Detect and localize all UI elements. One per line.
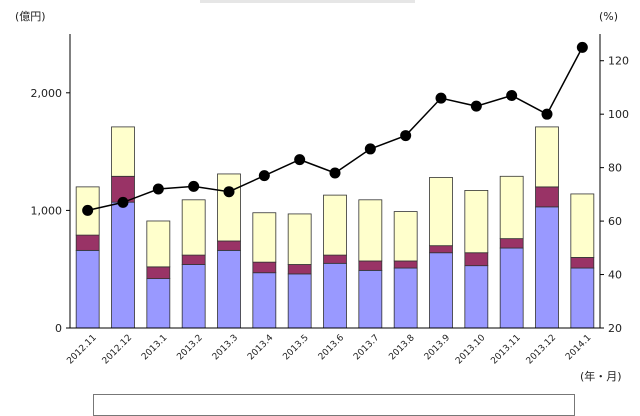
bar-segment	[464, 190, 489, 254]
bar-segment	[499, 175, 524, 240]
line-point	[364, 143, 376, 155]
left-unit-label: (億円)	[15, 10, 46, 23]
bar-segment	[570, 267, 595, 329]
combo-chart: (億円) (%) (年・月) 0 1,000 2,000 20 40 60 80 100 12…	[15, 10, 629, 383]
bar-segment	[535, 186, 559, 208]
bar-segment	[217, 249, 241, 329]
bar-series	[75, 126, 595, 329]
bar-segment	[393, 211, 418, 262]
bar-segment	[358, 199, 383, 262]
category-label: 2014.1	[564, 333, 593, 362]
category-labels: 2012.11 2012.12 2013.1 2013.2 2013.3 2013.4 20…	[65, 333, 593, 367]
category-label: 2013.9	[423, 333, 453, 363]
bar-segment	[146, 220, 171, 268]
bar-segment	[217, 240, 241, 251]
left-axis-ticks: 0 1,000 2,000	[31, 87, 70, 335]
bar-segment	[323, 262, 347, 329]
axes	[69, 34, 601, 329]
line-point	[117, 196, 129, 208]
bar-segment	[429, 177, 453, 247]
bar-segment	[429, 245, 453, 254]
category-label: 2013.4	[246, 333, 276, 363]
line-point	[188, 180, 200, 192]
line-point	[541, 108, 553, 120]
right-tick-label: 20	[608, 322, 622, 335]
category-label: 2013.8	[387, 333, 417, 363]
line-point	[329, 167, 341, 179]
line-point	[152, 183, 164, 195]
left-tick-label: 2,000	[31, 87, 63, 100]
bar-segment	[323, 254, 347, 264]
category-label: 2013.5	[281, 333, 310, 362]
bar-segment	[358, 260, 383, 271]
right-tick-label: 80	[608, 162, 622, 175]
line-point	[400, 130, 412, 142]
right-tick-label: 100	[608, 108, 629, 121]
bar-segment	[287, 264, 312, 275]
bar-segment	[252, 212, 277, 263]
bar-segment	[287, 213, 312, 265]
category-label: 2013.2	[175, 333, 204, 362]
bar-segment	[181, 254, 206, 265]
right-tick-label: 60	[608, 215, 622, 228]
right-axis-ticks: 20 40 60 80 100 120	[600, 55, 629, 335]
bar-segment	[499, 238, 524, 249]
bar-segment	[358, 269, 383, 329]
line-point	[294, 154, 306, 166]
bar-segment	[75, 234, 100, 251]
bar-segment	[181, 199, 206, 256]
category-label: 2013.1	[140, 333, 169, 362]
left-tick-label: 1,000	[31, 204, 63, 217]
bar-segment	[111, 201, 135, 329]
bar-segment	[75, 249, 100, 329]
left-tick-label: 0	[55, 322, 62, 335]
bar-segment	[393, 267, 418, 329]
right-tick-label: 120	[608, 55, 629, 68]
bar-segment	[252, 261, 277, 274]
line-series	[82, 41, 588, 216]
category-label: 2013.6	[317, 333, 347, 363]
legend-box-fragment	[93, 394, 575, 416]
bar-segment	[570, 257, 595, 269]
bar-segment	[535, 206, 559, 329]
line-point	[435, 92, 447, 104]
bar-segment	[429, 252, 453, 329]
category-label: 2012.11	[65, 333, 98, 366]
category-label: 2013.3	[211, 333, 240, 362]
right-unit-label: (%)	[599, 10, 618, 23]
line-point	[506, 89, 518, 101]
bar-segment	[464, 265, 489, 329]
bar-segment	[393, 260, 418, 269]
bar-segment	[146, 278, 171, 329]
bar-segment	[570, 193, 595, 258]
category-label: 2013.7	[352, 333, 381, 362]
bar-segment	[323, 194, 347, 256]
x-unit-label: (年・月)	[580, 369, 622, 383]
line-point	[223, 186, 235, 198]
right-tick-label: 40	[608, 269, 622, 282]
bar-segment	[499, 247, 524, 329]
bar-segment	[181, 264, 206, 329]
bar-segment	[252, 272, 277, 329]
line-point	[258, 170, 270, 182]
bar-segment	[464, 252, 489, 267]
line-point	[82, 204, 94, 216]
bar-segment	[146, 266, 171, 280]
category-label: 2013.11	[489, 333, 522, 366]
bar-segment	[217, 173, 241, 242]
category-label: 2013.10	[454, 333, 488, 367]
top-title-fragment	[200, 0, 415, 3]
bar-segment	[535, 126, 559, 188]
category-label: 2013.12	[525, 333, 558, 366]
category-label: 2012.12	[101, 333, 134, 366]
line-point	[470, 100, 482, 112]
bar-segment	[111, 126, 135, 177]
line-point	[576, 41, 588, 53]
bar-segment	[287, 273, 312, 329]
